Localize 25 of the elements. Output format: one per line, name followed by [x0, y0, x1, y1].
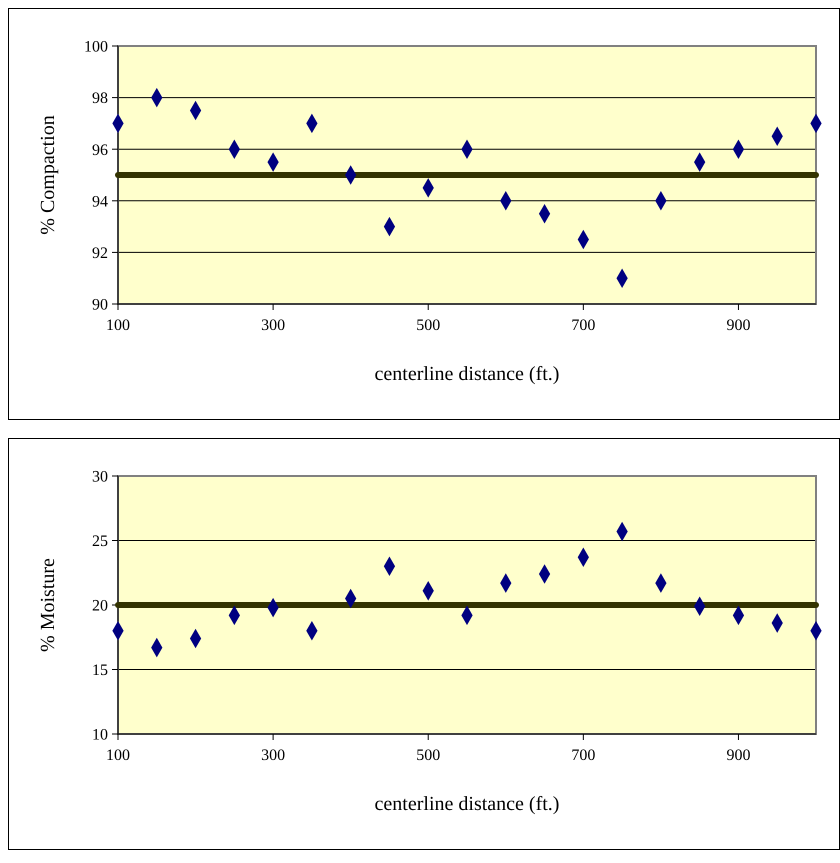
y-tick-label: 92 — [92, 245, 108, 262]
y-tick-label: 10 — [92, 726, 108, 744]
x-tick-label: 700 — [571, 317, 596, 334]
y-tick-label: 90 — [92, 296, 108, 314]
x-tick-label: 500 — [416, 747, 440, 764]
x-tick-label: 300 — [261, 317, 286, 334]
x-tick-label: 900 — [726, 747, 750, 764]
x-tick-label: 500 — [416, 317, 440, 334]
y-tick-label: 100 — [84, 38, 108, 56]
y-tick-label: 30 — [92, 468, 108, 486]
y-tick-label: 98 — [92, 90, 108, 108]
x-tick-label: 300 — [261, 747, 286, 764]
y-tick-label: 25 — [92, 533, 108, 550]
x-axis-title: centerline distance (ft.) — [374, 363, 560, 385]
x-tick-label: 100 — [106, 747, 130, 764]
x-tick-label: 900 — [726, 317, 750, 334]
y-tick-label: 20 — [92, 598, 108, 615]
y-tick-label: 96 — [92, 142, 108, 159]
x-axis-title: centerline distance (ft.) — [374, 793, 560, 815]
x-tick-label: 100 — [106, 317, 130, 334]
y-axis-title: % Moisture — [37, 558, 59, 652]
x-tick-label: 700 — [571, 747, 596, 764]
y-tick-label: 15 — [92, 662, 108, 680]
y-axis-title: % Compaction — [37, 115, 59, 235]
y-tick-label: 94 — [92, 193, 108, 210]
